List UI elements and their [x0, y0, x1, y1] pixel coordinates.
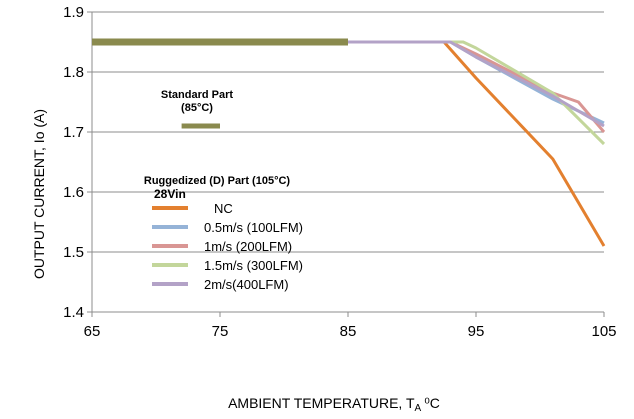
- annotation-ruggedized: Ruggedized (D) Part (105°C): [144, 175, 291, 187]
- x-tick-label: 95: [468, 323, 485, 340]
- annotation-vin: 28Vin: [154, 187, 186, 201]
- series-lines: [348, 40, 606, 247]
- x-tick-labels: 65 75 85 95 105: [84, 323, 617, 340]
- legend-label: NC: [214, 201, 233, 216]
- x-tick-label: 75: [212, 323, 229, 340]
- y-tick-label: 1.8: [63, 64, 84, 81]
- legend-label: 2m/s(400LFM): [204, 277, 289, 292]
- x-axis-title: AMBIENT TEMPERATURE, TA ⁰C: [228, 395, 440, 414]
- legend-label: 0.5m/s (100LFM): [204, 220, 303, 235]
- y-tick-label: 1.4: [63, 304, 84, 321]
- annotation-standard-line1: Standard Part: [161, 89, 233, 101]
- x-axis-title-sub: A: [415, 403, 422, 414]
- y-tick-label: 1.9: [63, 4, 84, 21]
- legend: NC 0.5m/s (100LFM) 1m/s (200LFM) 1.5m/s (30…: [152, 201, 303, 292]
- annotation-standard-line2: (85°C): [181, 102, 213, 114]
- y-tick-label: 1.6: [63, 184, 84, 201]
- series-line: [348, 40, 605, 128]
- y-axis-title: OUTPUT CURRENT, Io (A): [31, 109, 47, 279]
- y-tick-label: 1.5: [63, 244, 84, 261]
- x-axis-title-main: AMBIENT TEMPERATURE, T: [228, 395, 415, 411]
- x-tick-label: 65: [84, 323, 101, 340]
- x-tick-label: 105: [591, 323, 616, 340]
- series-line: [348, 40, 606, 247]
- legend-label: 1.5m/s (300LFM): [204, 258, 303, 273]
- x-axis-title-unit: ⁰C: [424, 395, 440, 411]
- legend-label: 1m/s (200LFM): [204, 239, 292, 254]
- x-tick-label: 85: [340, 323, 357, 340]
- standard-part-lines: [92, 38, 348, 129]
- y-tick-labels: 1.4 1.5 1.6 1.7 1.8 1.9: [63, 4, 84, 321]
- axes: [87, 11, 605, 317]
- y-tick-label: 1.7: [63, 124, 84, 141]
